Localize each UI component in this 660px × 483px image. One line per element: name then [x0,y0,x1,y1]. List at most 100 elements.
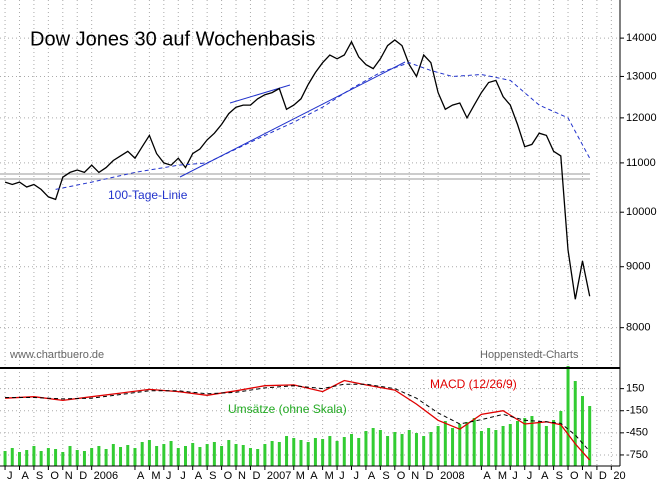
volume-bar [393,432,397,466]
volume-bar [530,416,534,466]
x-tick-label: N [65,470,73,482]
y-tick-label: 13000 [626,70,657,82]
y-tick-label: -750 [626,449,648,461]
volume-bar [183,446,187,466]
volume-bar [147,440,151,466]
volume-bar [104,449,108,466]
x-tick-label: 2007 [267,470,291,482]
volume-bar [270,441,274,466]
x-tick-label: J [7,470,13,482]
volume-bar [436,426,440,466]
volume-bar [68,446,72,466]
grid [0,0,620,466]
volume-bar [335,441,339,466]
x-tick-label: A [137,470,145,482]
line [5,379,591,461]
volume-bar [234,444,238,466]
volume-bar [414,433,418,466]
volume-bar [573,381,577,466]
x-tick-label: J [527,470,533,482]
line [4,39,591,300]
volume-bar [162,444,166,466]
volume-bar [479,431,483,466]
x-tick-label: D [426,470,434,482]
volume-bar [54,449,58,466]
x-tick-label: 2006 [94,470,118,482]
volume-bar [10,448,14,466]
volume-bar [169,441,173,466]
x-tick-label: 20 [613,470,625,482]
x-tick-label: A [541,470,549,482]
volume-bar [75,450,79,466]
volume-bar [306,442,310,466]
volume-bar [422,436,426,466]
source: www.chartbuero.de [9,349,104,361]
x-tick-label: S [382,470,389,482]
x-tick-label: J [512,470,518,482]
y-tick-label: -450 [626,427,648,439]
volume-bar [212,442,216,466]
volume-bar [155,446,159,466]
volume-bar [580,396,584,466]
x-tick-label: A [195,470,203,482]
volume-bar [285,436,289,466]
volume-bar [508,424,512,466]
x-tick-label: D [599,470,607,482]
volume-bar [82,451,86,466]
volume-bar [357,438,361,466]
trend-line [179,61,406,178]
x-tick-label: M [325,470,334,482]
volume-bar [25,450,29,466]
x-tick-label: A [483,470,491,482]
volume-bar [3,451,7,466]
x-tick-label: M [498,470,507,482]
x-tick-label: N [411,470,419,482]
credit: Hoppenstedt-Charts [480,349,579,361]
volume-bar [537,422,541,466]
volume-bar [501,426,505,466]
series-label: Umsätze (ohne Skala) [228,402,347,416]
y-tick-label: 10000 [626,206,657,218]
volume-bar [277,442,281,466]
volume-bar [328,436,332,466]
x-tick-label: O [224,470,233,482]
chart-title: Dow Jones 30 auf Wochenbasis [30,28,315,50]
volume-bar [46,448,50,466]
marks [3,39,592,466]
volume-bar [17,452,21,466]
volume-bar [386,436,390,466]
x-tick-label: O [397,470,406,482]
volume-bar [487,428,491,466]
y-tick-label: 11000 [626,157,656,169]
volume-bar [241,445,245,466]
series-label: MACD (12/26/9) [430,377,517,391]
line [55,62,591,190]
volume-bar [342,437,346,466]
x-tick-label: D [79,470,87,482]
x-tick-label: A [310,470,318,482]
volume-bar [588,406,592,466]
volume-bar [191,443,195,466]
volume-bar [544,426,548,466]
x-tick-label: S [556,470,563,482]
volume-bar [523,418,527,466]
trend-line [229,84,291,104]
volume-bar [97,446,101,466]
volume-bar [378,430,382,466]
y-tick-label: -150 [626,405,648,417]
y-tick-label: 8000 [626,322,650,334]
volume-bar [458,424,462,466]
volume-bar [176,448,180,466]
x-tick-label: O [50,470,59,482]
volume-bar [429,432,433,466]
y-tick-label: 9000 [626,261,650,273]
volume-bar [90,448,94,466]
volume-bar [400,434,404,466]
x-tick-label: A [368,470,376,482]
volume-bar [61,452,65,466]
x-tick-label: J [180,470,186,482]
x-tick-label: J [354,470,360,482]
x-tick-label: N [584,470,592,482]
line [5,383,591,452]
